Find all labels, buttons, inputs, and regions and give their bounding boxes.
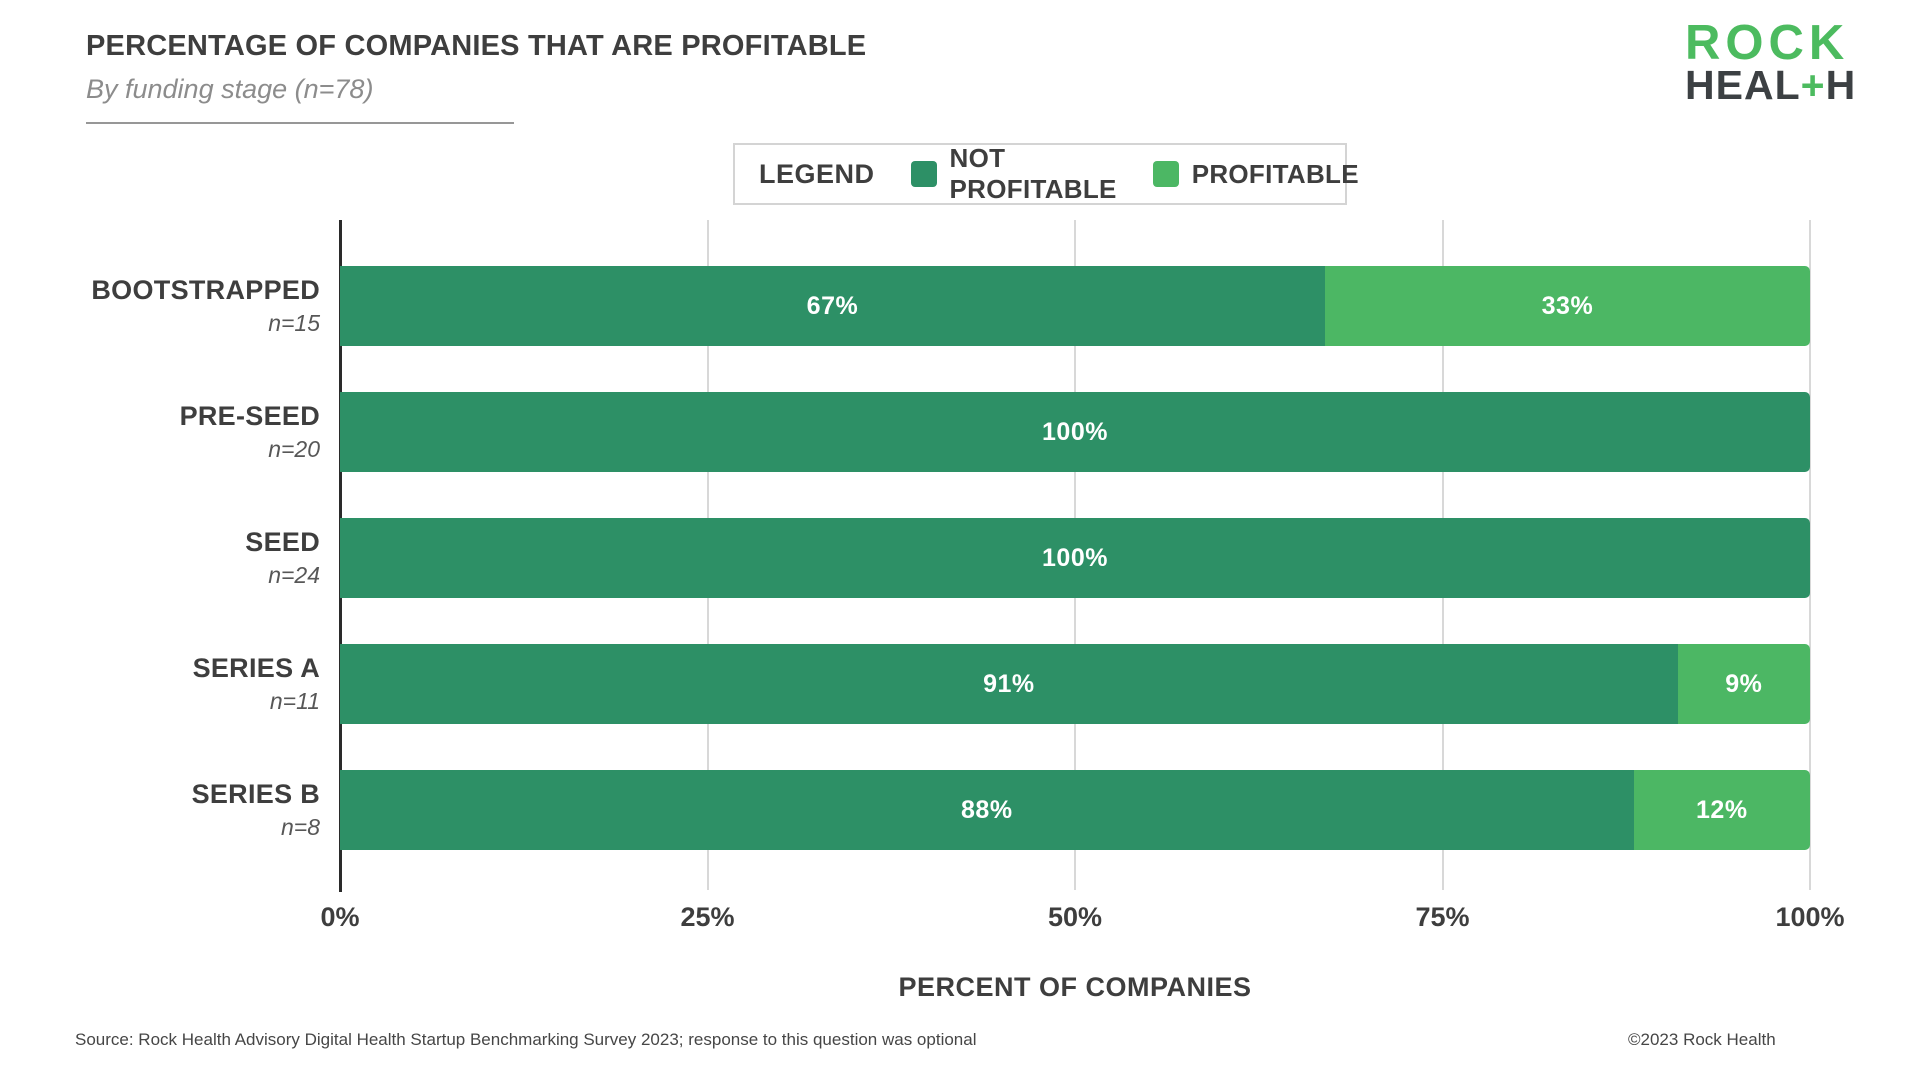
category-n: n=20 — [268, 436, 320, 462]
bar-row: PRE-SEED n=20 100% — [70, 392, 1810, 472]
bar-segment-not-profitable: 91% — [340, 644, 1678, 724]
footer-source: Source: Rock Health Advisory Digital Hea… — [75, 1030, 977, 1049]
x-tick-label: 100% — [1775, 902, 1845, 932]
category-label: SEED — [245, 527, 320, 557]
bar-value-label: 9% — [1725, 669, 1763, 698]
logo-health-text: HEAL+H — [1685, 65, 1856, 106]
bar-rows: BOOTSTRAPPED n=15 67% 33% PRE-SEED n=20 100% SE… — [70, 220, 1810, 890]
bar-segment-profitable: 9% — [1677, 644, 1810, 724]
bar-value-label: 100% — [1042, 417, 1108, 446]
footer-copyright: ©2023 Rock Health — [1628, 1030, 1776, 1049]
category-n: n=11 — [269, 688, 320, 714]
bar-segment-not-profitable: 100% — [340, 518, 1810, 598]
bar-row: SERIES B n=8 88% 12% — [70, 770, 1810, 850]
bar-segment-not-profitable: 67% — [340, 266, 1325, 346]
bar-value-label: 91% — [983, 669, 1035, 698]
bar-value-label: 100% — [1042, 543, 1108, 572]
legend: LEGEND NOT PROFITABLE PROFITABLE — [733, 143, 1359, 205]
bar-row: SERIES A n=11 91% 9% — [70, 644, 1810, 724]
logo-h-text: H — [1825, 62, 1857, 108]
category-label: PRE-SEED — [179, 401, 320, 431]
category-cell: BOOTSTRAPPED n=15 — [70, 266, 320, 346]
page-subtitle: By funding stage (n=78) — [86, 74, 374, 104]
x-tick-label: 75% — [1415, 902, 1470, 932]
bar-row: SEED n=24 100% — [70, 518, 1810, 598]
legend-swatch-profitable — [1152, 161, 1179, 187]
bar-value-label: 88% — [961, 795, 1013, 824]
x-tick-label: 0% — [320, 902, 360, 932]
stacked-bar: 100% — [340, 518, 1810, 598]
logo-heal-text: HEAL — [1685, 62, 1801, 108]
stacked-bar: 91% 9% — [340, 644, 1810, 724]
category-n: n=15 — [268, 310, 320, 336]
x-axis-ticks: 0% 25% 50% 75% 100% — [320, 902, 1844, 942]
bar-segment-profitable: 12% — [1633, 770, 1810, 850]
legend-item-label: NOT PROFITABLE — [949, 143, 1117, 204]
logo-plus-icon: + — [1800, 62, 1826, 108]
category-cell: SEED n=24 — [70, 518, 320, 598]
legend-item-label: PROFITABLE — [1191, 158, 1359, 189]
stacked-bar: 88% 12% — [340, 770, 1810, 850]
stacked-bar: 100% — [340, 392, 1810, 472]
category-cell: SERIES B n=8 — [70, 770, 320, 850]
bar-row: BOOTSTRAPPED n=15 67% 33% — [70, 266, 1810, 346]
legend-item-profitable: PROFITABLE — [1152, 158, 1359, 190]
bar-value-label: 12% — [1696, 795, 1748, 824]
gridline — [1809, 220, 1811, 890]
bar-segment-profitable: 33% — [1324, 266, 1810, 346]
x-axis-title: PERCENT OF COMPANIES — [898, 972, 1252, 1002]
logo-rock-text: ROCK — [1685, 16, 1850, 70]
bar-segment-not-profitable: 88% — [340, 770, 1634, 850]
legend-item-not-profitable: NOT PROFITABLE — [910, 143, 1117, 205]
bar-value-label: 67% — [806, 291, 859, 320]
legend-swatch-not-profitable — [910, 161, 937, 187]
bar-value-label: 33% — [1541, 291, 1594, 320]
bar-segment-not-profitable: 100% — [340, 392, 1810, 472]
category-cell: SERIES A n=11 — [70, 644, 320, 724]
page-title: PERCENTAGE OF COMPANIES THAT ARE PROFITA… — [86, 30, 867, 62]
category-label: SERIES B — [191, 779, 320, 809]
category-cell: PRE-SEED n=20 — [70, 392, 320, 472]
category-n: n=8 — [280, 814, 320, 840]
legend-title: LEGEND — [759, 158, 875, 189]
stacked-bar: 67% 33% — [340, 266, 1810, 346]
rock-health-logo: ROCK HEAL+H — [1685, 16, 1856, 106]
x-tick-label: 50% — [1047, 902, 1103, 932]
x-tick-label: 25% — [680, 902, 735, 932]
category-label: SERIES A — [192, 653, 320, 683]
category-label: BOOTSTRAPPED — [91, 275, 320, 305]
subtitle-underline — [86, 122, 514, 124]
category-n: n=24 — [268, 562, 320, 588]
